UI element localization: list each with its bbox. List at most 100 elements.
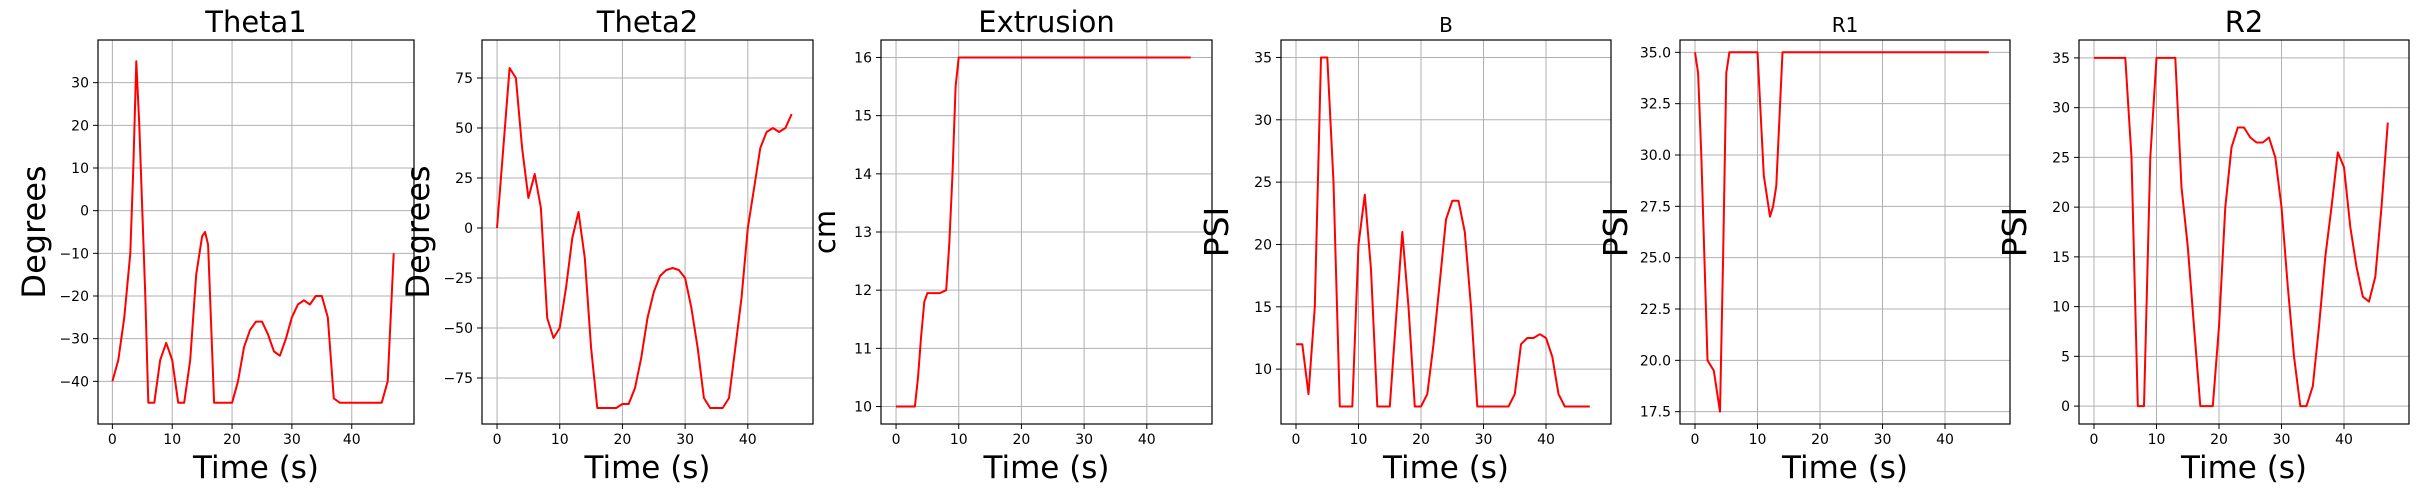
x-tick-label: 40 bbox=[739, 432, 757, 448]
series-line bbox=[1296, 56, 1590, 408]
x-tick-label: 10 bbox=[551, 432, 569, 448]
y-tick-label: 30.0 bbox=[1640, 148, 1671, 164]
y-tick-label: 20.0 bbox=[1640, 353, 1671, 369]
y-tick-label: 25 bbox=[455, 171, 473, 187]
x-tick-label: 20 bbox=[614, 432, 632, 448]
x-tick-label: 30 bbox=[2273, 432, 2291, 448]
y-tick-label: 13 bbox=[854, 225, 872, 241]
chart-panel-2: 0 10 20 30 40 −75 −50 −25 0 25 50 75 Theta2 Time (s) D… bbox=[399, 5, 814, 486]
y-tick-label: −75 bbox=[443, 371, 473, 387]
y-tick-label: 15 bbox=[1254, 300, 1272, 316]
x-tick-label: 30 bbox=[1874, 432, 1892, 448]
x-tick-label: 0 bbox=[2090, 432, 2099, 448]
x-tick-label: 40 bbox=[343, 432, 361, 448]
x-tick-label: 10 bbox=[1350, 432, 1368, 448]
chart-panel-6: 0 10 20 30 40 0 5 10 15 20 25 30 35 R2 Time (s) PSI bbox=[1995, 5, 2410, 486]
y-tick-label: −40 bbox=[59, 374, 89, 390]
y-tick-label: 20 bbox=[2052, 200, 2070, 216]
axes-frame bbox=[1280, 39, 1612, 425]
plot-area bbox=[482, 40, 813, 424]
plot-area bbox=[1281, 40, 1611, 424]
y-tick-label: 30 bbox=[2052, 101, 2070, 117]
x-tick-label: 40 bbox=[2335, 432, 2353, 448]
chart-panel-3: 0 10 20 30 40 10 11 12 13 14 15 16 Extrusion Time (s)… bbox=[808, 5, 1213, 486]
x-tick-label: 0 bbox=[892, 432, 901, 448]
y-tick-label: 20 bbox=[71, 118, 89, 134]
y-tick-label: 35 bbox=[2052, 51, 2070, 67]
y-tick-label: 32.5 bbox=[1640, 97, 1671, 113]
y-tick-label: 10 bbox=[2052, 300, 2070, 316]
x-tick-label: 20 bbox=[1013, 432, 1031, 448]
x-tick-label: 10 bbox=[163, 432, 181, 448]
y-tick-label: −25 bbox=[443, 271, 473, 287]
x-tick-label: 0 bbox=[108, 432, 117, 448]
y-tick-label: −30 bbox=[59, 332, 89, 348]
x-tick-label: 10 bbox=[950, 432, 968, 448]
x-tick-label: 10 bbox=[2148, 432, 2166, 448]
series-line bbox=[111, 60, 395, 404]
y-axis-label: PSI bbox=[1995, 207, 2034, 258]
axes-frame bbox=[481, 39, 814, 425]
y-tick-label: 30 bbox=[1254, 113, 1272, 129]
x-tick-label: 20 bbox=[223, 432, 241, 448]
x-tick-label: 0 bbox=[1292, 432, 1301, 448]
axes-frame bbox=[1679, 39, 2011, 425]
series-line bbox=[896, 56, 1191, 408]
x-tick-label: 0 bbox=[1691, 432, 1700, 448]
series-line bbox=[1694, 51, 1989, 413]
x-tick-label: 40 bbox=[1138, 432, 1156, 448]
y-tick-label: 14 bbox=[854, 167, 872, 183]
chart-title: B bbox=[1439, 13, 1453, 37]
chart-title: R1 bbox=[1832, 13, 1859, 37]
y-tick-label: −50 bbox=[443, 321, 473, 337]
plot-area bbox=[1680, 40, 2010, 424]
chart-panel-1: 0 10 20 30 40 −40 −30 −20 −10 0 10 20 30 Theta1 Time (… bbox=[15, 5, 415, 486]
plot-area bbox=[98, 40, 414, 424]
y-axis-label: PSI bbox=[1596, 207, 1635, 258]
y-tick-label: 15 bbox=[2052, 250, 2070, 266]
chart-panel-5: 0 10 20 30 40 17.5 20.0 22.5 25.0 27.5 30.0 32.5 35.… bbox=[1596, 13, 2011, 486]
y-tick-label: 15 bbox=[854, 109, 872, 125]
y-axis-label: Degrees bbox=[15, 165, 53, 298]
y-tick-label: 0 bbox=[464, 221, 473, 237]
y-tick-label: 10 bbox=[1254, 362, 1272, 378]
chart-title: Extrusion bbox=[978, 5, 1114, 39]
y-tick-label: 0 bbox=[2061, 399, 2070, 415]
y-tick-label: 0 bbox=[80, 204, 89, 220]
y-tick-label: −10 bbox=[59, 246, 89, 262]
y-tick-label: 25 bbox=[2052, 150, 2070, 166]
x-tick-label: 30 bbox=[676, 432, 694, 448]
x-tick-label: 20 bbox=[1412, 432, 1430, 448]
x-tick-label: 30 bbox=[1475, 432, 1493, 448]
chart-title: R2 bbox=[2225, 5, 2264, 39]
chart-title: Theta1 bbox=[204, 5, 307, 39]
y-tick-label: 35 bbox=[1254, 50, 1272, 66]
x-tick-label: 20 bbox=[1811, 432, 1829, 448]
y-tick-label: −20 bbox=[59, 289, 89, 305]
y-tick-label: 20 bbox=[1254, 237, 1272, 253]
y-tick-label: 25.0 bbox=[1640, 251, 1671, 267]
y-tick-label: 35.0 bbox=[1640, 45, 1671, 61]
y-axis-label: Degrees bbox=[399, 165, 437, 298]
x-tick-label: 0 bbox=[493, 432, 502, 448]
y-tick-label: 12 bbox=[854, 283, 872, 299]
x-tick-label: 30 bbox=[283, 432, 301, 448]
y-tick-label: 25 bbox=[1254, 175, 1272, 191]
x-tick-label: 30 bbox=[1075, 432, 1093, 448]
series-line bbox=[2094, 56, 2389, 408]
x-axis-label: Time (s) bbox=[192, 450, 319, 486]
y-tick-label: 16 bbox=[854, 50, 872, 66]
x-axis-label: Time (s) bbox=[982, 450, 1109, 486]
x-axis-label: Time (s) bbox=[583, 450, 710, 486]
y-tick-label: 17.5 bbox=[1640, 405, 1671, 421]
y-axis-label: PSI bbox=[1197, 207, 1236, 258]
y-axis-label: cm bbox=[808, 210, 842, 254]
y-tick-label: 11 bbox=[854, 341, 872, 357]
chart-title: Theta2 bbox=[596, 5, 699, 39]
y-tick-label: 5 bbox=[2061, 349, 2070, 365]
x-axis-label: Time (s) bbox=[2180, 450, 2307, 486]
axes-frame bbox=[97, 39, 415, 425]
x-tick-label: 10 bbox=[1749, 432, 1767, 448]
y-tick-label: 10 bbox=[71, 161, 89, 177]
x-tick-label: 40 bbox=[1537, 432, 1555, 448]
